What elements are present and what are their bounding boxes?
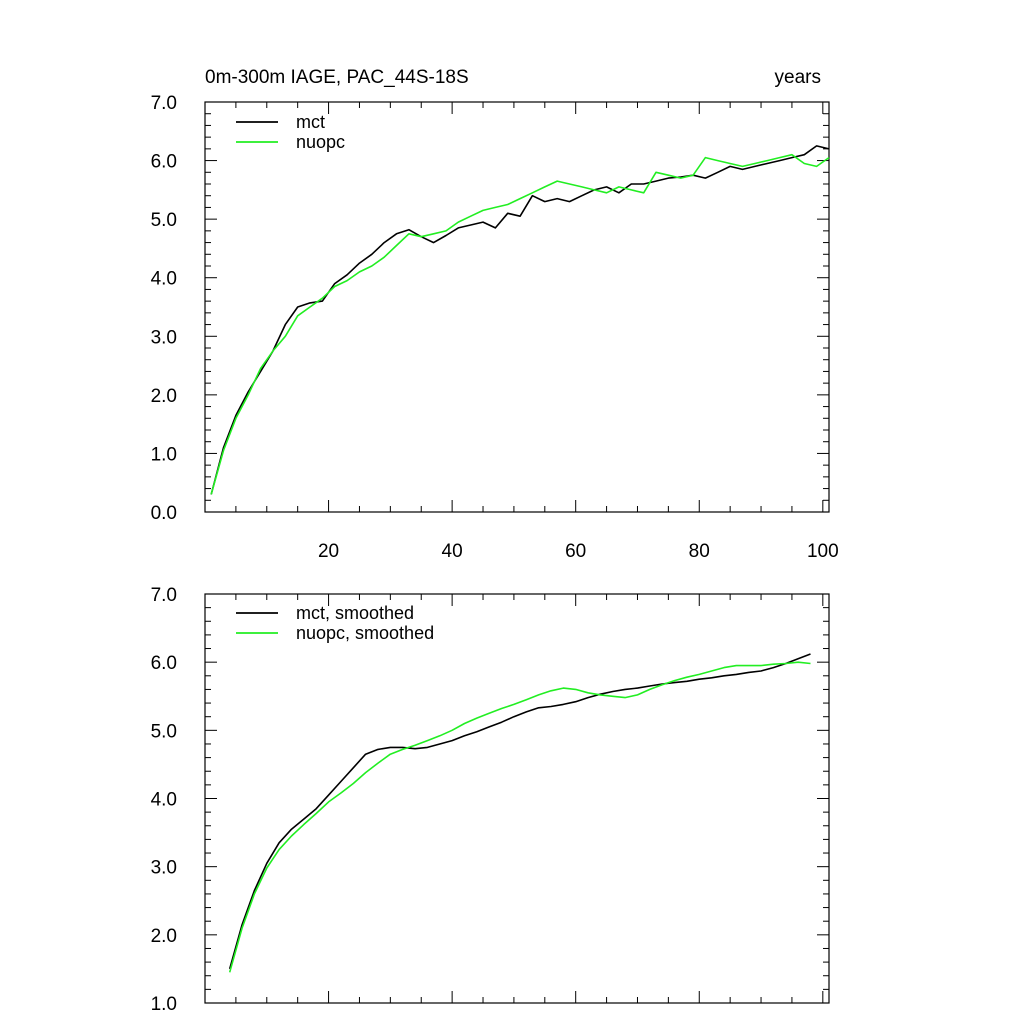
- series-line-nuopc: [228, 661, 811, 973]
- series-line-mct: [210, 145, 830, 495]
- y-tick-label: 6.0: [151, 653, 177, 674]
- y-tick-label: 5.0: [151, 721, 177, 742]
- units-label: years: [775, 67, 821, 88]
- legend-label: mct: [296, 112, 325, 132]
- x-tick-label: 80: [689, 541, 710, 562]
- bottom-panel: 1.0 2.0 3.0 4.0 5.0 6.0 7.0 mct, smoothednuopc,…: [151, 585, 830, 1015]
- plot-frame: [204, 593, 830, 1004]
- top-panel: 0.0 1.0 2.0 3.0 4.0 5.0 6.0 7.0 20 40 60 80 100 0m-30…: [151, 67, 839, 562]
- legend-label: mct, smoothed: [296, 603, 414, 623]
- legend-label: nuopc: [296, 132, 345, 152]
- y-tick-label: 3.0: [151, 327, 177, 348]
- y-tick-label: 4.0: [151, 269, 177, 290]
- y-tick-label: 1.0: [151, 444, 177, 465]
- series-line-nuopc: [210, 153, 830, 495]
- y-tick-label: 5.0: [151, 210, 177, 231]
- y-tick-label: 1.0: [151, 994, 177, 1015]
- legend-label: nuopc, smoothed: [296, 623, 434, 643]
- y-tick-label: 0.0: [151, 503, 177, 524]
- y-tick-label: 3.0: [151, 858, 177, 879]
- y-tick-label: 2.0: [151, 926, 177, 947]
- plot-frame: [204, 101, 830, 513]
- series-line-mct: [228, 653, 811, 970]
- x-tick-label: 100: [807, 541, 839, 562]
- y-tick-label: 2.0: [151, 386, 177, 407]
- y-tick-label: 4.0: [151, 790, 177, 811]
- x-tick-label: 60: [565, 541, 586, 562]
- x-tick-label: 20: [318, 541, 339, 562]
- x-tick-label: 40: [442, 541, 463, 562]
- y-tick-label: 6.0: [151, 152, 177, 173]
- y-tick-label: 7.0: [151, 93, 177, 114]
- y-tick-label: 7.0: [151, 585, 177, 606]
- chart-title: 0m-300m IAGE, PAC_44S-18S: [205, 67, 469, 88]
